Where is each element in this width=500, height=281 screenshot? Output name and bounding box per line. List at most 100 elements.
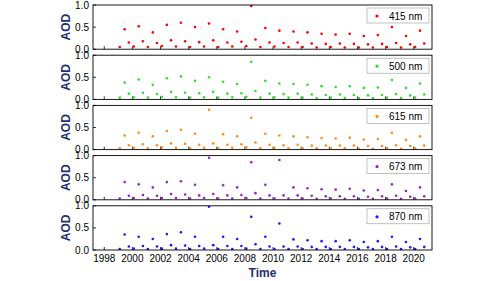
point [250,161,253,164]
point [226,143,229,146]
point [208,76,211,79]
point [395,144,398,147]
y-tick-label: 1.0 [75,150,89,161]
point [132,197,135,200]
point [377,86,380,89]
point [254,141,257,144]
point [128,144,131,147]
point [142,40,145,43]
frame [93,105,432,149]
point [391,79,394,82]
point [250,116,253,119]
point [170,91,173,94]
point [320,137,323,140]
x-tick-label: 2014 [318,253,341,264]
point [123,233,126,236]
y-tick-label: 1.0 [75,0,89,11]
point [381,195,384,198]
point [292,238,295,241]
panel: 0.00.51.0AOD673 nm [59,150,432,205]
point [268,92,271,95]
point [208,109,211,112]
point [409,246,412,249]
point [377,34,380,37]
point [212,193,215,196]
point [282,93,285,96]
point [414,96,417,99]
point [128,41,131,44]
y-tick-label: 1.0 [75,100,89,111]
legend-box [367,159,429,174]
point [372,46,375,49]
legend-box [367,209,429,224]
point [245,95,248,98]
point [198,245,201,248]
point [292,30,295,33]
point [166,130,169,133]
point [226,41,229,44]
point [301,46,304,49]
point [334,137,337,140]
legend-label: 673 nm [389,161,422,172]
point [353,246,356,249]
point [250,61,253,64]
point [128,92,131,95]
legend-box [367,8,429,23]
point [142,91,145,94]
point [353,144,356,147]
point [301,96,304,99]
point [212,142,215,145]
point [156,195,159,198]
legend-marker [375,115,378,118]
point [212,244,215,247]
point [282,144,285,147]
point [142,245,145,248]
x-tick-label: 2016 [346,253,369,264]
point [184,40,187,43]
legend-box [367,58,429,73]
point [278,134,281,137]
point [268,245,271,248]
x-tick-label: 2008 [234,253,257,264]
point [296,143,299,146]
point [226,92,229,95]
point [324,246,327,249]
y-tick-label: 1.0 [75,50,89,61]
point [268,41,271,44]
point [419,82,422,85]
point [348,136,351,139]
point [212,91,215,94]
y-tick-label: 0.5 [75,172,89,183]
point [236,83,239,86]
point [310,144,313,147]
point [367,145,370,148]
x-tick-label: 2004 [178,253,201,264]
point [217,96,220,99]
frame [93,5,432,49]
point [132,45,135,48]
point [137,132,140,135]
point [419,186,422,189]
point [264,183,267,186]
point [329,96,332,99]
point [358,46,361,49]
point [324,195,327,198]
point [395,195,398,198]
legend-label: 615 nm [389,111,422,122]
point [194,80,197,83]
point [334,188,337,191]
point [198,92,201,95]
legend-marker [375,14,378,17]
point [353,94,356,97]
y-tick-label: 0.5 [75,222,89,233]
point [245,197,248,200]
point [362,138,365,141]
y-tick-label: 0.5 [75,22,89,33]
point [222,184,225,187]
point [296,41,299,44]
legend-marker [375,65,378,68]
point [147,96,150,99]
point [409,145,412,148]
point [189,96,192,99]
point [273,147,276,150]
